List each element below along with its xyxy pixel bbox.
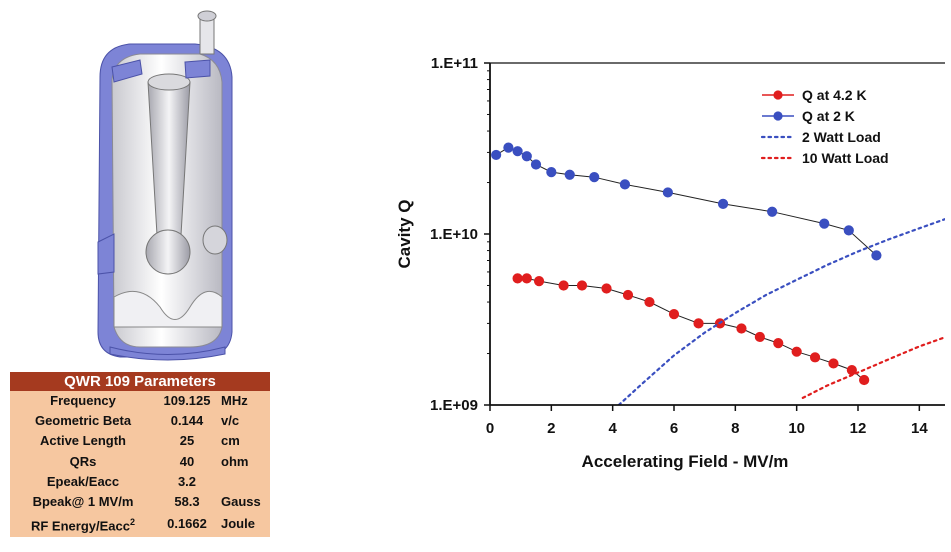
- param-name: RF Energy/Eacc2: [10, 512, 156, 537]
- data-point: [668, 309, 680, 320]
- param-unit: Joule: [218, 512, 270, 537]
- x-tick-label: 10: [788, 420, 805, 437]
- data-point: [773, 338, 784, 349]
- param-name: Geometric Beta: [10, 411, 156, 432]
- data-point: [589, 172, 600, 183]
- data-point: [512, 273, 523, 284]
- param-value: 25: [156, 431, 218, 452]
- table-row: Bpeak@ 1 MV/m 58.3 Gauss: [10, 492, 270, 513]
- data-point: [662, 187, 673, 198]
- x-axis-title: Accelerating Field - MV/m: [582, 452, 789, 471]
- data-point: [819, 218, 830, 229]
- y-tick-label: 1.E+11: [431, 55, 478, 72]
- data-point: [491, 149, 502, 161]
- data-point: [503, 142, 514, 153]
- data-point: [791, 346, 802, 357]
- param-unit: [218, 471, 270, 493]
- data-point: [736, 323, 747, 334]
- cavity-q-chart: 1.E+09 1.E+10 1.E+11 0 2 4 6 8 10 12 14 Accelerat…: [395, 55, 945, 471]
- data-point: [533, 276, 545, 287]
- data-point: [809, 352, 821, 363]
- param-value: 58.3: [156, 492, 218, 513]
- param-value: 109.125: [156, 391, 218, 412]
- param-unit: cm: [218, 431, 270, 452]
- legend-marker: [773, 111, 783, 121]
- plot-area: [490, 63, 945, 405]
- param-value: 0.144: [156, 411, 218, 432]
- x-tick-label: 8: [731, 420, 739, 437]
- data-point: [521, 151, 532, 162]
- data-point: [558, 280, 569, 291]
- param-name: Active Length: [10, 431, 156, 452]
- table-row: Geometric Beta 0.144 v/c: [10, 411, 270, 432]
- param-unit: v/c: [218, 411, 270, 432]
- data-point: [530, 159, 542, 170]
- param-unit: MHz: [218, 391, 270, 412]
- legend-label: 10 Watt Load: [802, 150, 889, 166]
- param-value: 0.1662: [156, 512, 218, 537]
- param-name: Bpeak@ 1 MV/m: [10, 492, 156, 513]
- data-point: [693, 318, 704, 329]
- legend: Q at 4.2 K Q at 2 K 2 Watt Load 10 Watt Loa…: [760, 87, 889, 166]
- y-axis-ticks: 1.E+09 1.E+10 1.E+11: [430, 55, 490, 414]
- data-point: [859, 374, 870, 386]
- param-name: Frequency: [10, 391, 156, 412]
- data-point: [564, 169, 575, 180]
- y-axis-title: Cavity Q: [395, 200, 414, 269]
- param-unit: Gauss: [218, 492, 270, 513]
- data-point: [512, 146, 523, 157]
- data-point: [828, 358, 839, 369]
- table-row: Active Length 25 cm: [10, 431, 270, 452]
- cavity-illustration: [97, 10, 233, 361]
- x-tick-label: 4: [608, 420, 617, 437]
- y-tick-label: 1.E+10: [430, 226, 478, 243]
- data-point: [644, 296, 655, 308]
- param-name-text: RF Energy/Eacc: [30, 518, 130, 534]
- param-value: 3.2: [156, 471, 218, 493]
- param-name: Epeak/Eacc: [10, 471, 156, 493]
- x-tick-label: 2: [547, 420, 555, 437]
- param-name-superscript: 2: [129, 517, 135, 528]
- data-point: [717, 198, 729, 209]
- table-row: QRs 40 ohm: [10, 451, 270, 472]
- legend-label: Q at 4.2 K: [802, 87, 867, 103]
- param-value: 40: [156, 451, 218, 472]
- legend-label: 2 Watt Load: [802, 129, 881, 145]
- parameters-table-title: QWR 109 Parameters: [10, 372, 270, 391]
- plot-frame: [489, 62, 945, 406]
- table-row: Epeak/Eacc 3.2: [10, 471, 270, 493]
- x-tick-label: 0: [486, 420, 494, 437]
- data-point: [521, 273, 532, 284]
- data-point: [843, 225, 854, 236]
- table-row: Frequency 109.125 MHz: [10, 391, 270, 412]
- y-tick-label: 1.E+09: [430, 397, 478, 414]
- data-point: [601, 283, 612, 294]
- param-name: QRs: [10, 451, 156, 472]
- legend-label: Q at 2 K: [802, 108, 855, 124]
- series-line-3: [801, 336, 945, 399]
- table-row: RF Energy/Eacc2 0.1662 Joule: [10, 512, 270, 537]
- data-point: [576, 280, 588, 291]
- legend-marker: [773, 90, 783, 100]
- param-unit: ohm: [218, 451, 270, 472]
- data-point: [622, 289, 634, 301]
- x-tick-label: 14: [911, 420, 928, 437]
- data-point: [546, 167, 557, 178]
- data-point: [767, 206, 778, 217]
- data-point: [619, 179, 631, 190]
- parameters-table: QWR 109 Parameters Frequency 109.125 MHz…: [10, 372, 270, 537]
- x-axis-ticks: 0 2 4 6 8 10 12 14: [486, 405, 928, 437]
- data-point: [754, 331, 765, 343]
- x-tick-label: 6: [670, 420, 678, 437]
- data-point: [871, 250, 882, 261]
- series-line-2: [617, 218, 945, 405]
- x-tick-label: 12: [850, 420, 867, 437]
- series-layer: [491, 142, 945, 405]
